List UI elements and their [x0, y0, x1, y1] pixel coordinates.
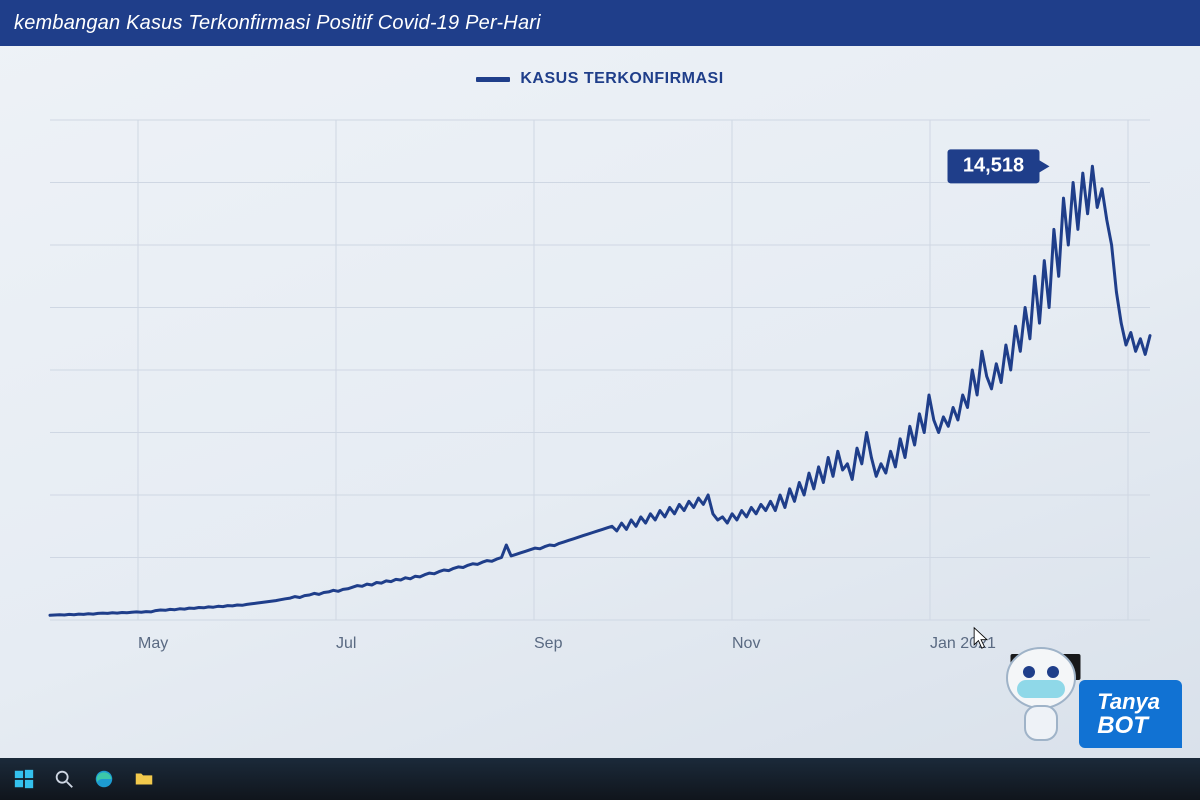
legend-swatch [476, 77, 510, 82]
svg-text:14,518: 14,518 [963, 155, 1024, 177]
legend-label: KASUS TERKONFIRMASI [520, 70, 723, 88]
svg-text:Sep: Sep [534, 635, 563, 652]
start-icon[interactable] [8, 763, 40, 795]
chart-title: kembangan Kasus Terkonfirmasi Positif Co… [14, 12, 541, 35]
chat-label-line1: Tanya [1097, 690, 1160, 713]
edge-icon[interactable] [88, 763, 120, 795]
search-icon[interactable] [48, 763, 80, 795]
chart-area[interactable]: 14,518 MayJulSepNovJan 2021 Jan 30 [40, 110, 1160, 680]
bot-icon [995, 638, 1087, 748]
peak-tooltip: 14,518 [948, 149, 1050, 183]
chart-legend: KASUS TERKONFIRMASI [0, 70, 1200, 88]
x-axis-labels: MayJulSepNovJan 2021 [138, 635, 996, 652]
chat-label-line2: BOT [1097, 713, 1160, 738]
cursor-icon [972, 626, 990, 650]
series-line [50, 166, 1150, 615]
svg-text:Nov: Nov [732, 635, 760, 652]
screen: kembangan Kasus Terkonfirmasi Positif Co… [0, 0, 1200, 800]
chat-widget[interactable]: Tanya BOT [995, 638, 1182, 748]
line-chart-svg: 14,518 MayJulSepNovJan 2021 Jan 30 [40, 110, 1160, 680]
svg-text:May: May [138, 635, 168, 652]
svg-text:Jul: Jul [336, 635, 356, 652]
chart-header: kembangan Kasus Terkonfirmasi Positif Co… [0, 0, 1200, 46]
taskbar[interactable] [0, 758, 1200, 800]
folder-icon[interactable] [128, 763, 160, 795]
chat-button[interactable]: Tanya BOT [1079, 680, 1182, 748]
